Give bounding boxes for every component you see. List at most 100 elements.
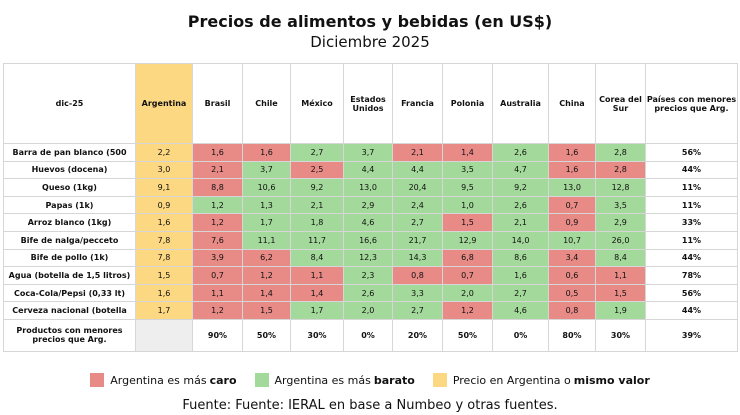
price-cell: 10,7 bbox=[548, 230, 596, 250]
column-header: México bbox=[290, 63, 344, 144]
footer-cell: 30% bbox=[595, 318, 646, 352]
price-cell: 21,7 bbox=[392, 230, 443, 250]
argentina-cell: 7,8 bbox=[135, 248, 193, 268]
price-cell: 11,1 bbox=[242, 230, 291, 250]
share-cell: 44% bbox=[645, 160, 738, 180]
price-cell: 8,4 bbox=[595, 248, 646, 268]
price-cell: 9,2 bbox=[290, 178, 344, 197]
legend-bold: barato bbox=[373, 373, 415, 387]
column-header: Polonia bbox=[442, 63, 493, 144]
argentina-cell: 2,2 bbox=[135, 143, 193, 162]
price-cell: 4,6 bbox=[343, 213, 393, 232]
price-cell: 6,2 bbox=[242, 248, 291, 268]
price-cell: 2,1 bbox=[290, 195, 344, 215]
share-cell: 56% bbox=[645, 283, 738, 303]
column-header: dic-25 bbox=[3, 63, 136, 144]
price-cell: 2,7 bbox=[290, 143, 344, 162]
price-cell: 0,6 bbox=[548, 266, 596, 285]
price-cell: 2,7 bbox=[392, 213, 443, 232]
title: Precios de alimentos y bebidas (en US$) bbox=[187, 12, 553, 31]
footer-blank bbox=[135, 318, 193, 352]
row: Bife de pollo (1k) 7,8 3,9 6,2 8,4 12,3 14,3 6,… bbox=[3, 248, 738, 268]
price-cell: 4,4 bbox=[392, 160, 443, 180]
price-cell: 9,2 bbox=[492, 178, 549, 197]
legend-item: Argentina es más caro bbox=[90, 373, 237, 387]
footer-share: 39% bbox=[645, 318, 738, 352]
price-cell: 2,9 bbox=[343, 195, 393, 215]
price-cell: 1,7 bbox=[242, 213, 291, 232]
price-cell: 3,9 bbox=[192, 248, 243, 268]
column-header: Brasil bbox=[192, 63, 243, 144]
price-cell: 1,2 bbox=[192, 195, 243, 215]
price-cell: 3,7 bbox=[343, 143, 393, 162]
column-header: Argentina bbox=[135, 63, 193, 144]
price-cell: 1,6 bbox=[492, 266, 549, 285]
price-cell: 8,6 bbox=[492, 248, 549, 268]
footer-cell: 20% bbox=[392, 318, 443, 352]
footer-cell: 80% bbox=[548, 318, 596, 352]
share-cell: 11% bbox=[645, 178, 738, 197]
share-cell: 56% bbox=[645, 143, 738, 162]
legend-text: Argentina es más bbox=[110, 373, 207, 387]
price-table: dic-25 Argentina Brasil Chile México Estados … bbox=[3, 63, 738, 352]
price-cell: 11,7 bbox=[290, 230, 344, 250]
row-label: Papas (1k) bbox=[3, 195, 136, 215]
price-cell: 1,2 bbox=[192, 213, 243, 232]
row: Agua (botella de 1,5 litros) 1,5 0,7 1,2 1,1… bbox=[3, 266, 738, 285]
price-cell: 0,8 bbox=[392, 266, 443, 285]
column-header: Chile bbox=[242, 63, 291, 144]
price-cell: 3,5 bbox=[595, 195, 646, 215]
price-cell: 1,4 bbox=[290, 283, 344, 303]
footer-row: Productos con menores precios que Arg. 90… bbox=[3, 318, 738, 352]
row: Papas (1k) 0,9 1,2 1,3 2,1 2,9 2,4 1,0 2,6 0,7 3,5… bbox=[3, 195, 738, 215]
price-cell: 20,4 bbox=[392, 178, 443, 197]
price-cell: 1,1 bbox=[595, 266, 646, 285]
legend-bold: caro bbox=[209, 373, 237, 387]
price-cell: 16,6 bbox=[343, 230, 393, 250]
share-cell: 44% bbox=[645, 248, 738, 268]
price-cell: 0,8 bbox=[548, 301, 596, 320]
price-cell: 2,8 bbox=[595, 143, 646, 162]
argentina-cell: 7,8 bbox=[135, 230, 193, 250]
price-cell: 1,2 bbox=[242, 266, 291, 285]
price-cell: 3,4 bbox=[548, 248, 596, 268]
legend-bold: mismo valor bbox=[573, 373, 650, 387]
header-row: dic-25 Argentina Brasil Chile México Estados … bbox=[3, 63, 738, 144]
row-label: Cerveza nacional (botella bbox=[3, 301, 136, 320]
share-cell: 11% bbox=[645, 195, 738, 215]
price-cell: 2,0 bbox=[442, 283, 493, 303]
argentina-cell: 3,0 bbox=[135, 160, 193, 180]
price-cell: 0,7 bbox=[192, 266, 243, 285]
price-cell: 14,3 bbox=[392, 248, 443, 268]
price-cell: 1,1 bbox=[192, 283, 243, 303]
price-cell: 4,6 bbox=[492, 301, 549, 320]
column-header: China bbox=[548, 63, 596, 144]
price-cell: 1,5 bbox=[242, 301, 291, 320]
row: Arroz blanco (1kg) 1,6 1,2 1,7 1,8 4,6 2,7 1,5 2… bbox=[3, 213, 738, 232]
source: Fuente: Fuente: IERAL en base a Numbeo y… bbox=[182, 398, 558, 413]
price-cell: 1,6 bbox=[242, 143, 291, 162]
price-cell: 2,1 bbox=[492, 213, 549, 232]
row: Barra de pan blanco (500 2,2 1,6 1,6 2,7 3,7 2… bbox=[3, 143, 738, 162]
price-cell: 2,6 bbox=[492, 143, 549, 162]
price-cell: 14,0 bbox=[492, 230, 549, 250]
price-cell: 2,0 bbox=[343, 301, 393, 320]
row-label: Bife de pollo (1k) bbox=[3, 248, 136, 268]
price-cell: 1,4 bbox=[442, 143, 493, 162]
price-cell: 2,7 bbox=[492, 283, 549, 303]
row-label: Huevos (docena) bbox=[3, 160, 136, 180]
legend-text: Precio en Argentina o bbox=[452, 373, 571, 387]
price-cell: 1,0 bbox=[442, 195, 493, 215]
column-header: Australia bbox=[492, 63, 549, 144]
price-cell: 13,0 bbox=[343, 178, 393, 197]
price-cell: 2,8 bbox=[595, 160, 646, 180]
price-cell: 9,5 bbox=[442, 178, 493, 197]
footer-cell: 50% bbox=[442, 318, 493, 352]
price-cell: 10,6 bbox=[242, 178, 291, 197]
price-cell: 0,5 bbox=[548, 283, 596, 303]
price-cell: 1,6 bbox=[192, 143, 243, 162]
subtitle: Diciembre 2025 bbox=[310, 33, 430, 51]
price-cell: 0,9 bbox=[548, 213, 596, 232]
price-cell: 3,5 bbox=[442, 160, 493, 180]
